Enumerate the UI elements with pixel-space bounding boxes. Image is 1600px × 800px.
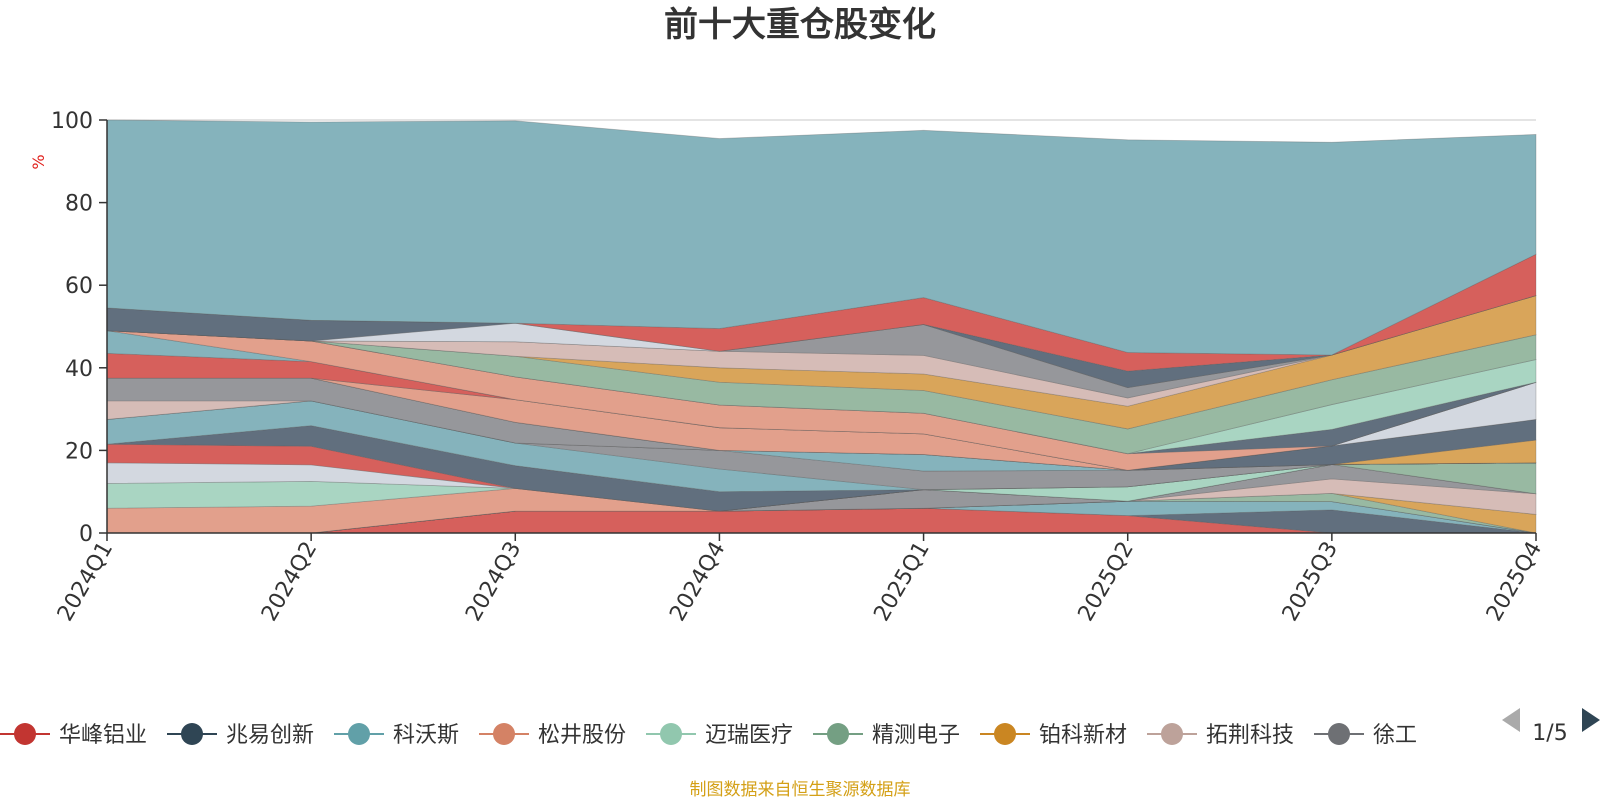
y-tick-label: 0 — [79, 522, 93, 547]
data-source-footer: 制图数据来自恒生聚源数据库 — [690, 780, 911, 800]
axes — [106, 120, 1536, 534]
circle-icon — [493, 723, 516, 745]
legend-item[interactable]: 迈瑞医疗 — [646, 723, 793, 748]
legend-item[interactable]: 铂科新材 — [980, 723, 1127, 748]
legend-label: 松井股份 — [538, 723, 626, 748]
legend-label: 科沃斯 — [393, 723, 459, 748]
legend-next-arrow-icon[interactable] — [1582, 708, 1600, 732]
legend-item[interactable]: 华峰铝业 — [0, 723, 147, 748]
y-axis-ticks: 0 20 40 60 80 100 — [51, 109, 107, 547]
y-tick-label: 60 — [65, 274, 93, 299]
circle-icon — [181, 723, 204, 745]
x-tick-label: 2024Q1 — [53, 538, 118, 626]
legend-item[interactable]: 兆易创新 — [167, 723, 314, 748]
circle-icon — [1328, 723, 1351, 745]
y-tick-label: 40 — [65, 357, 93, 382]
x-axis-ticks: 2024Q1 2024Q2 2024Q3 2024Q4 2025Q1 2025Q2 2025… — [53, 533, 1547, 626]
legend: 华峰铝业 兆易创新 科沃斯 松井股份 迈瑞医疗 精测电子 铂科新材 拓荆科技 徐工 1/5 — [0, 708, 1600, 748]
circle-icon — [994, 723, 1017, 745]
legend-page-indicator: 1/5 — [1532, 721, 1567, 746]
legend-item[interactable]: 松井股份 — [479, 723, 626, 748]
circle-icon — [660, 723, 683, 745]
legend-item[interactable]: 拓荆科技 — [1147, 723, 1294, 748]
circle-icon — [14, 723, 36, 745]
legend-item[interactable]: 科沃斯 — [334, 723, 459, 748]
x-tick-label: 2025Q1 — [869, 538, 934, 626]
legend-label: 铂科新材 — [1039, 723, 1127, 748]
legend-item[interactable]: 徐工 — [1314, 723, 1417, 748]
circle-icon — [348, 723, 371, 745]
area-series — [106, 119, 1537, 534]
legend-label: 华峰铝业 — [59, 723, 147, 748]
legend-label: 徐工 — [1373, 723, 1417, 748]
x-tick-label: 2024Q4 — [665, 538, 730, 626]
legend-label: 兆易创新 — [226, 723, 314, 748]
legend-label: 拓荆科技 — [1206, 723, 1294, 748]
y-unit-label: % — [29, 154, 48, 169]
legend-prev-arrow-icon[interactable] — [1502, 708, 1520, 732]
chart-title: 前十大重仓股变化 — [664, 5, 936, 45]
x-tick-label: 2024Q2 — [257, 538, 322, 626]
y-tick-label: 20 — [65, 439, 93, 464]
y-tick-label: 80 — [65, 192, 93, 217]
legend-label: 迈瑞医疗 — [705, 723, 793, 748]
x-tick-label: 2025Q4 — [1482, 538, 1547, 626]
circle-icon — [1161, 723, 1184, 745]
x-tick-label: 2024Q3 — [461, 538, 526, 626]
legend-item[interactable]: 精测电子 — [813, 723, 960, 748]
area-series-37 — [106, 119, 1537, 356]
x-tick-label: 2025Q2 — [1074, 538, 1139, 626]
legend-label: 精测电子 — [872, 723, 960, 748]
x-tick-label: 2025Q3 — [1278, 538, 1343, 626]
y-tick-label: 100 — [51, 109, 93, 134]
circle-icon — [827, 723, 850, 745]
